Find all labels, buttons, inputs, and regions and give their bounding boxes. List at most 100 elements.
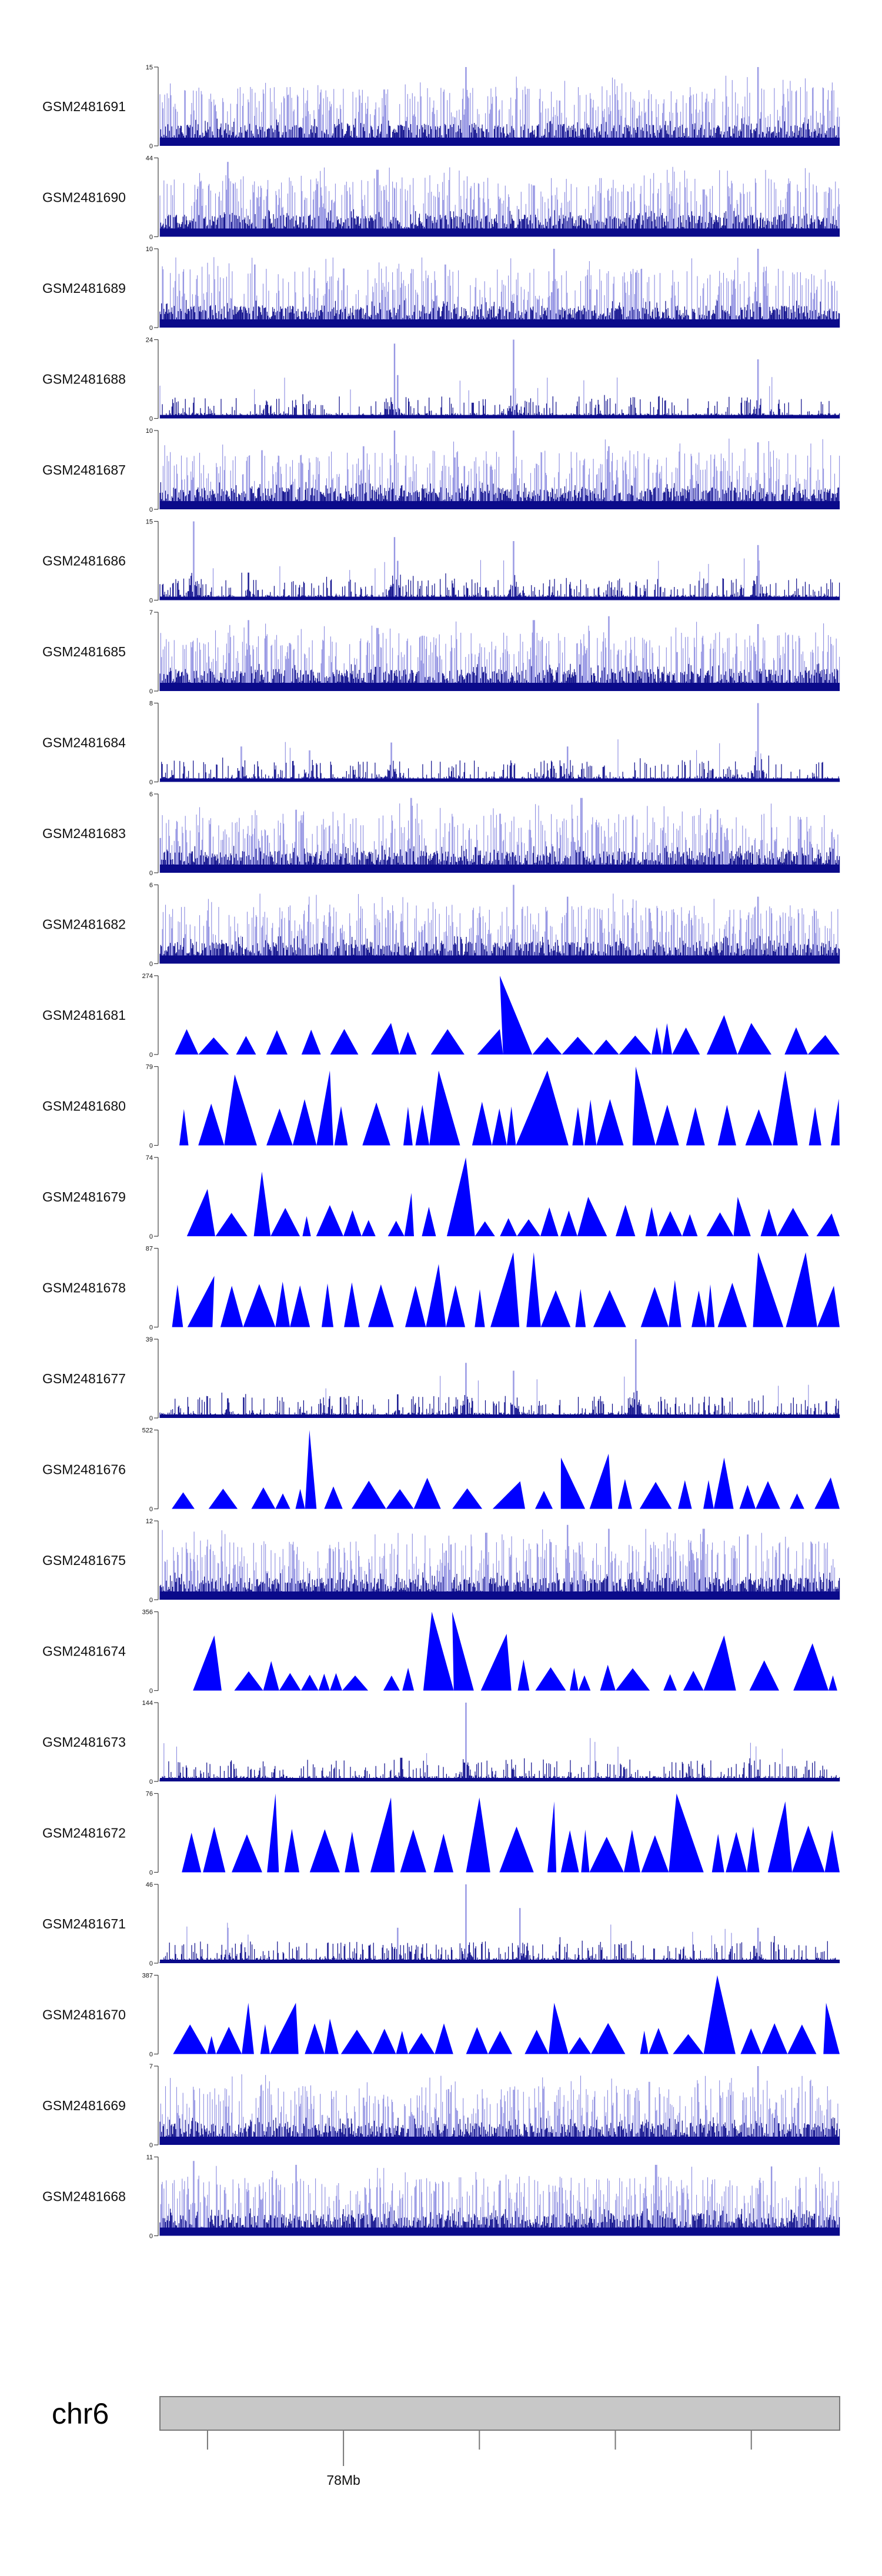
coverage-baseline (160, 1960, 840, 1963)
peak-triangles (172, 1430, 840, 1509)
y-axis-max-label: 6 (149, 882, 153, 889)
y-axis-max-label: 274 (142, 973, 153, 980)
y-axis-max-label: 144 (142, 1700, 153, 1707)
y-axis-min-label: 0 (149, 506, 153, 513)
coverage-bars-high (159, 798, 838, 873)
y-axis-max-label: 15 (146, 519, 153, 526)
y-axis-min-label: 0 (149, 2142, 153, 2149)
y-axis-max-label: 8 (149, 700, 153, 708)
track-GSM2481677: GSM2481677 39 0 (42, 1336, 840, 1422)
track-GSM2481673: GSM2481673 144 0 (42, 1700, 840, 1786)
coverage-bars-high (240, 703, 761, 782)
track-GSM2481672: GSM2481672 76 0 (42, 1791, 840, 1877)
y-axis-max-label: 15 (146, 64, 153, 71)
y-axis-max-label: 387 (142, 1973, 153, 1980)
track-GSM2481671: GSM2481671 46 0 (42, 1881, 840, 1967)
y-axis-min-label: 0 (149, 779, 153, 786)
y-axis-max-label: 7 (149, 609, 153, 616)
y-axis-min-label: 0 (149, 2233, 153, 2240)
y-axis-min-label: 0 (149, 1597, 153, 1604)
y-axis-max-label: 74 (146, 1154, 153, 1162)
track-GSM2481682: GSM2481682 6 0 (42, 882, 840, 968)
track-label: GSM2481675 (42, 1553, 126, 1568)
y-axis-max-label: 522 (142, 1427, 153, 1434)
coverage-bars-high (162, 431, 840, 509)
track-GSM2481668: GSM2481668 11 0 (42, 2154, 840, 2240)
track-label: GSM2481676 (42, 1462, 126, 1477)
y-axis-min-label: 0 (149, 1143, 153, 1150)
y-axis-max-label: 356 (142, 1609, 153, 1616)
coverage-bars-high (186, 1884, 759, 1963)
track-label: GSM2481688 (42, 372, 126, 387)
coverage-bars-high (159, 339, 773, 419)
track-label: GSM2481691 (42, 99, 126, 114)
track-GSM2481681: GSM2481681 274 0 (42, 973, 840, 1059)
track-GSM2481687: GSM2481687 10 0 (42, 428, 840, 513)
y-axis-min-label: 0 (149, 1688, 153, 1695)
track-GSM2481684: GSM2481684 8 0 (42, 700, 840, 786)
y-axis-max-label: 76 (146, 1791, 153, 1798)
coverage-bars-high (193, 521, 760, 600)
coverage-baseline (160, 865, 840, 873)
track-label: GSM2481668 (42, 2189, 126, 2204)
track-GSM2481690: GSM2481690 44 0 (42, 155, 840, 241)
track-label: GSM2481681 (42, 1007, 126, 1023)
peak-triangles (186, 1157, 840, 1236)
y-axis-min-label: 0 (149, 1415, 153, 1422)
y-axis-max-label: 79 (146, 1064, 153, 1071)
coverage-bars (159, 572, 840, 600)
coverage-bars (160, 394, 840, 419)
track-label: GSM2481690 (42, 190, 126, 205)
track-GSM2481674: GSM2481674 356 0 (42, 1609, 837, 1695)
peak-triangles (172, 1252, 840, 1327)
y-axis-min-label: 0 (149, 1324, 153, 1332)
y-axis-min-label: 0 (149, 961, 153, 968)
coverage-baseline (160, 228, 840, 237)
y-axis-min-label: 0 (149, 234, 153, 241)
coverage-baseline (160, 138, 840, 146)
coverage-baseline (160, 778, 840, 782)
y-axis-max-label: 87 (146, 1246, 153, 1253)
y-axis-max-label: 6 (149, 791, 153, 798)
coverage-bars-high (325, 1339, 809, 1418)
chromosome-label: chr6 (52, 2397, 109, 2430)
chromosome-ideogram: chr6 78Mb (52, 2396, 840, 2488)
track-label: GSM2481674 (42, 1644, 126, 1659)
track-GSM2481669: GSM2481669 7 0 (42, 2063, 840, 2149)
track-label: GSM2481677 (42, 1371, 126, 1386)
genome-axis-label: 78Mb (326, 2472, 360, 2488)
track-label: GSM2481671 (42, 1916, 126, 1931)
y-axis-min-label: 0 (149, 1870, 153, 1877)
coverage-baseline (160, 1591, 840, 1600)
coverage-bars (159, 1936, 840, 1963)
coverage-bars-high (162, 885, 838, 964)
coverage-baseline (160, 415, 840, 419)
track-label: GSM2481678 (42, 1280, 126, 1296)
y-axis-min-label: 0 (149, 1778, 153, 1786)
track-label: GSM2481689 (42, 281, 126, 296)
track-label: GSM2481683 (42, 826, 126, 841)
y-axis-max-label: 44 (146, 155, 153, 162)
track-label: GSM2481670 (42, 2007, 126, 2023)
coverage-bars-high (163, 1703, 783, 1781)
track-GSM2481678: GSM2481678 87 0 (42, 1246, 840, 1332)
track-GSM2481675: GSM2481675 12 0 (42, 1518, 840, 1604)
y-axis-min-label: 0 (149, 688, 153, 695)
track-label: GSM2481680 (42, 1099, 126, 1114)
coverage-bars-high (162, 1524, 836, 1600)
track-GSM2481691: GSM2481691 15 0 (42, 64, 840, 150)
y-axis-min-label: 0 (149, 598, 153, 605)
track-label: GSM2481684 (42, 735, 126, 750)
track-label: GSM2481679 (42, 1189, 126, 1204)
y-axis-max-label: 10 (146, 246, 153, 253)
peak-triangles (179, 1066, 840, 1146)
coverage-bars (159, 755, 840, 782)
y-axis-max-label: 12 (146, 1518, 153, 1525)
peak-triangles (175, 976, 840, 1055)
track-GSM2481670: GSM2481670 387 0 (42, 1973, 840, 2058)
track-GSM2481688: GSM2481688 24 0 (42, 337, 840, 423)
coverage-bars-high (162, 249, 838, 328)
track-GSM2481689: GSM2481689 10 0 (42, 246, 840, 332)
y-axis-max-label: 7 (149, 2063, 153, 2070)
